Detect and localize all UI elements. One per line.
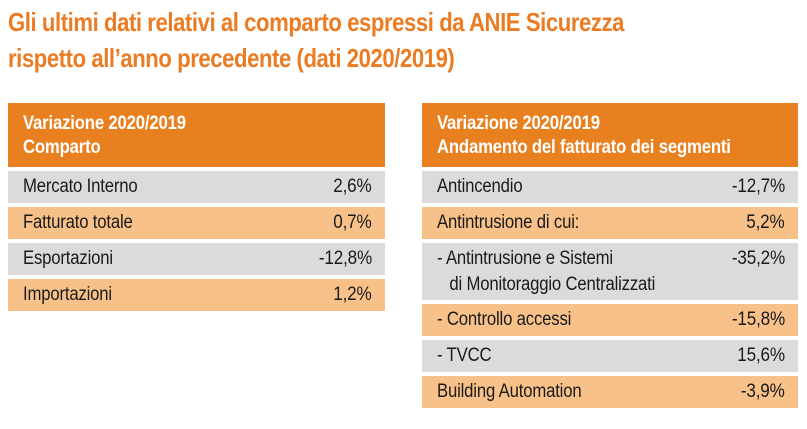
table-row: - TVCC 15,6% [422, 340, 798, 372]
row-value: -12,8% [318, 248, 372, 269]
table-segmenti: Variazione 2020/2019 Andamento del fattu… [422, 103, 798, 412]
table-comparto-header: Variazione 2020/2019 Comparto [8, 103, 385, 167]
table-row: Mercato Interno 2,6% [8, 171, 385, 203]
table-comparto: Variazione 2020/2019 Comparto Mercato In… [8, 103, 385, 315]
row-label-line-1: - Antintrusione e Sistemi [437, 248, 613, 269]
row-value: 15,6% [737, 345, 785, 366]
table-segmenti-header-line-1: Variazione 2020/2019 [437, 113, 600, 134]
row-value: 5,2% [746, 212, 785, 233]
table-comparto-header-line-1: Variazione 2020/2019 [23, 113, 186, 134]
row-label: - TVCC [437, 345, 492, 366]
row-label: - Controllo accessi [437, 309, 572, 330]
table-comparto-header-text: Variazione 2020/2019 Comparto [23, 112, 342, 160]
table-segmenti-header-text: Variazione 2020/2019 Andamento del fattu… [437, 112, 755, 160]
table-row: Antintrusione di cui: 5,2% [422, 207, 798, 239]
row-label: Esportazioni [23, 248, 113, 269]
table-segmenti-header: Variazione 2020/2019 Andamento del fattu… [422, 103, 798, 167]
row-label: Mercato Interno [23, 176, 138, 197]
table-row: Importazioni 1,2% [8, 279, 385, 311]
page-title-line-1: Gli ultimi dati relativi al comparto esp… [8, 7, 624, 37]
row-value: 0,7% [333, 212, 372, 233]
row-value: -3,9% [741, 381, 785, 402]
table-segmenti-header-line-2: Andamento del fatturato dei segmenti [437, 137, 731, 158]
table-row: Antincendio -12,7% [422, 171, 798, 203]
row-label: Antincendio [437, 176, 523, 197]
row-label: Fatturato totale [23, 212, 133, 233]
table-row: - Controllo accessi -15,8% [422, 304, 798, 336]
row-value: -35,2% [731, 248, 785, 269]
page-title: Gli ultimi dati relativi al comparto esp… [8, 4, 624, 76]
table-row: - Antintrusione e Sistemi di Monitoraggi… [422, 243, 798, 300]
row-label: Building Automation [437, 381, 582, 402]
page-title-line-2: rispetto all’anno precedente (dati 2020/… [8, 43, 455, 73]
table-comparto-header-line-2: Comparto [23, 137, 101, 158]
table-row: Fatturato totale 0,7% [8, 207, 385, 239]
table-row: Building Automation -3,9% [422, 376, 798, 408]
row-value: -15,8% [731, 309, 785, 330]
row-label-line-2: di Monitoraggio Centralizzati [449, 274, 656, 295]
row-value: 2,6% [333, 176, 372, 197]
row-value: -12,7% [731, 176, 785, 197]
table-row: Esportazioni -12,8% [8, 243, 385, 275]
row-label: Importazioni [23, 284, 112, 305]
row-label: Antintrusione di cui: [437, 212, 580, 233]
row-value: 1,2% [333, 284, 372, 305]
row-label: - Antintrusione e Sistemi di Monitoraggi… [437, 246, 655, 298]
